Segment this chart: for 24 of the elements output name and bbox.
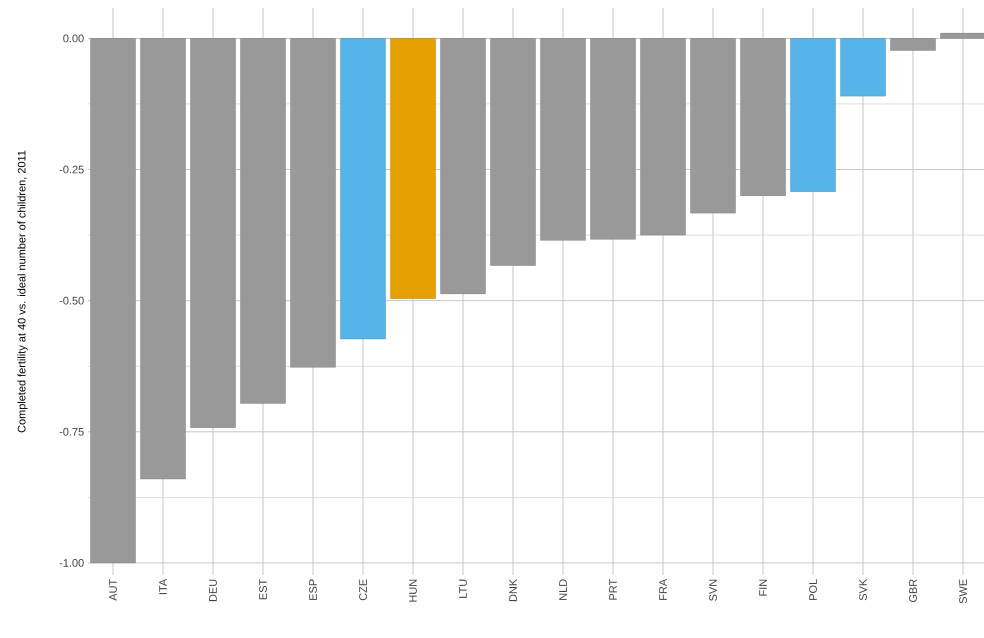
- x-tick-label: ITA: [159, 578, 167, 594]
- x-tick-label: POL: [809, 579, 817, 600]
- x-tick-label: FRA: [659, 578, 667, 600]
- x-tick-label: EST: [259, 579, 267, 600]
- x-tick-label: CZE: [359, 579, 367, 600]
- y-tick-label: -1.00: [60, 559, 84, 567]
- x-tick-label: DNK: [509, 578, 517, 602]
- x-tick-label: SWE: [959, 579, 967, 604]
- y-tick-label: -0.50: [60, 296, 84, 305]
- x-tick-label: FIN: [759, 580, 767, 596]
- x-tick-label: LTU: [459, 580, 467, 598]
- y-axis-title: Completed fertility at 40 vs. ideal number of children, 2011: [17, 150, 28, 432]
- x-tick-label: NLD: [559, 579, 567, 600]
- x-tick-label: AUT: [109, 579, 117, 601]
- x-tick-label: HUN: [409, 580, 417, 602]
- y-tick-label: -0.25: [60, 166, 84, 174]
- x-tick-label: PRT: [609, 579, 617, 600]
- x-tick-label: DEU: [209, 580, 217, 602]
- y-tick-label: 0.00: [63, 34, 84, 42]
- y-tick-label: -0.75: [60, 428, 84, 436]
- x-tick-label: ESP: [309, 579, 317, 600]
- x-tick-label: SVK: [859, 578, 867, 600]
- x-tick-label: GBR: [909, 579, 917, 602]
- x-tick-label: SVN: [709, 580, 717, 601]
